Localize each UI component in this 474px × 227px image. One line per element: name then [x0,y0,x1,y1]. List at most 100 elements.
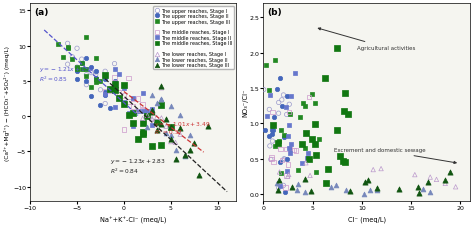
Point [116,73,123,76]
Point [373,186,380,190]
Point [267,158,274,161]
Point [176,133,184,136]
Point [120,103,128,107]
Point [274,188,282,192]
Point [101,102,109,106]
Point [139,103,146,107]
Point [285,173,292,177]
Point [427,175,434,179]
Text: (a): (a) [34,8,49,17]
Point [342,188,349,192]
Point [334,47,341,50]
Point [148,145,156,148]
Text: $y=-1.21x+1.92$: $y=-1.21x+1.92$ [39,65,95,74]
Point [59,56,67,60]
Point [306,174,314,178]
Point [286,151,294,155]
Point [92,73,100,77]
Point [285,146,293,150]
Point [270,160,277,164]
Point [144,114,151,118]
Point [291,72,299,75]
Point [120,101,128,104]
Point [284,175,292,178]
Point [144,110,151,114]
Point [336,155,344,158]
Point [301,105,309,108]
Point [269,111,276,114]
Point [269,128,276,132]
Point [111,89,118,93]
Point [280,133,288,137]
Point [283,157,290,161]
Point [283,174,290,178]
Point [82,36,90,39]
Point [158,123,165,127]
Point [285,103,293,107]
Point [360,192,367,196]
Point [125,77,132,81]
Point [148,117,156,121]
Point [111,68,118,71]
Point [309,137,316,141]
Point [181,154,189,157]
Text: Excrement and domestic sewage: Excrement and domestic sewage [334,148,456,164]
Point [265,135,273,138]
Point [78,68,85,72]
Point [265,89,273,92]
Point [172,149,179,152]
Point [414,185,422,189]
Point [167,125,174,129]
Point [195,174,203,177]
Point [158,143,165,147]
Point [92,77,100,81]
Point [415,192,423,195]
Point [158,104,165,107]
Point [301,177,309,181]
Point [129,112,137,116]
Point [64,47,72,51]
Point [87,86,95,89]
Point [341,160,349,164]
Point [82,84,90,87]
Point [153,101,161,105]
Point [176,114,184,117]
Point [101,70,109,74]
Point [97,79,104,83]
Point [92,77,100,81]
Point [277,128,285,132]
Point [101,91,109,95]
Point [92,70,100,74]
Point [294,168,302,172]
Point [64,42,72,46]
Point [305,96,313,99]
Point [64,63,72,67]
Point [97,89,104,92]
Point [309,93,316,97]
Point [69,56,76,59]
Point [361,180,369,184]
Point [287,95,294,98]
Point [312,170,320,174]
Point [148,111,156,115]
Point [134,109,142,113]
Point [73,78,81,81]
Point [280,184,287,187]
Point [283,170,291,173]
Point [374,188,381,192]
Point [186,134,193,137]
Point [92,71,100,74]
Legend: The upper reaches, Stage I, The upper reaches, Stage II, The upper reaches, Stag: The upper reaches, Stage I, The upper re… [153,7,234,70]
Point [191,141,198,145]
Point [181,155,189,158]
Point [282,106,290,110]
Point [299,142,306,146]
Point [167,140,174,144]
Point [285,124,292,128]
Point [276,184,283,188]
Point [452,185,459,189]
Point [172,157,179,161]
Point [441,182,449,185]
Point [153,116,161,120]
Point [106,89,114,93]
